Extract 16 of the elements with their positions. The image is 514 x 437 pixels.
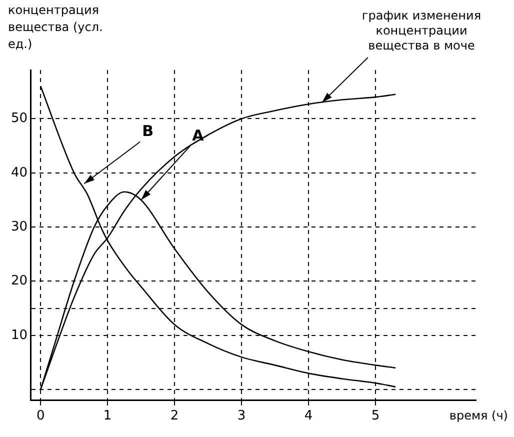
x-tick-label: 0 [36,408,45,424]
x-tick-label: 4 [304,408,313,424]
y-tick-label: 10 [10,328,28,343]
annotation: В [142,122,154,140]
y-tick-label: 40 [10,165,28,180]
x-axis-title: время (ч) [449,408,508,423]
x-tick-label: 1 [103,408,112,424]
y-tick-label: 50 [10,111,28,126]
x-tick-label: 3 [237,408,246,424]
x-tick-label: 2 [170,408,179,424]
y-axis-title: концентрация вещества (усл. ед.) [8,2,104,53]
annotation: график изменения концентрации вещества в моче [362,8,482,53]
y-tick-label: 20 [10,274,28,289]
y-tick-label: 30 [10,219,28,234]
x-tick-label: 5 [371,408,380,424]
annotation: А [192,126,204,144]
